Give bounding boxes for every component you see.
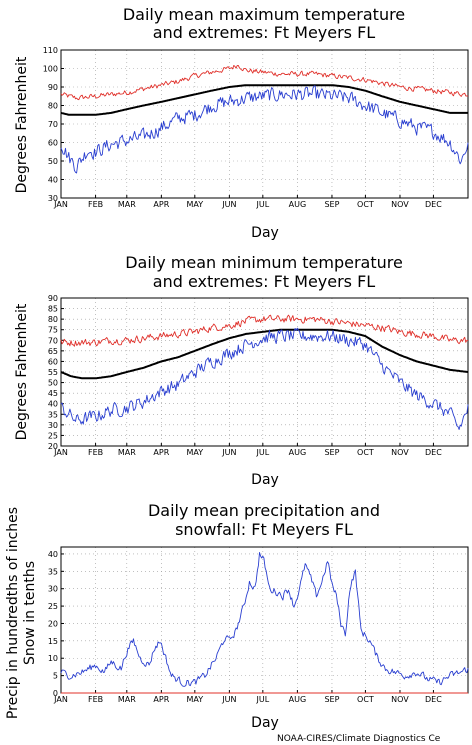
y-tick-label: 80 (48, 102, 58, 111)
y-tick-label: 65 (48, 347, 58, 356)
x-tick-label: DEC (425, 200, 442, 209)
y-tick-label: 25 (48, 602, 58, 611)
x-tick-label: JAN (53, 448, 68, 457)
plot-frame (60, 546, 469, 694)
x-tick-label: NOV (391, 695, 409, 704)
x-tick-label: JUN (221, 200, 236, 209)
x-tick-label: OCT (357, 448, 374, 457)
x-tick-label: JAN (53, 695, 68, 704)
y-tick-label: 35 (48, 567, 58, 576)
x-tick-label: SEP (324, 448, 339, 457)
y-tick-label: 20 (48, 442, 58, 451)
series-upper-line (60, 314, 469, 347)
x-tick-label: APR (153, 200, 169, 209)
x-tick-label: JUL (255, 200, 269, 209)
x-axis-label: Day (251, 715, 279, 731)
y-tick-label: 110 (43, 46, 58, 55)
x-axis-label: Day (251, 472, 279, 488)
x-tick-label: JUL (255, 695, 269, 704)
y-tick-label: 85 (48, 305, 58, 314)
chart-title-line-2: and extremes: Ft Meyers FL (153, 272, 376, 291)
min-temperature-chart: Daily mean minimum temperature and extre… (14, 253, 469, 488)
y-axis-label-line-2: Snow in tenths (22, 561, 38, 665)
x-tick-label: SEP (324, 200, 339, 209)
x-tick-label: JUN (221, 448, 236, 457)
y-tick-label: 40 (48, 176, 58, 185)
y-axis-label: Degrees Fahrenheit (14, 56, 30, 193)
x-tick-label: MAY (186, 448, 203, 457)
x-tick-label: MAR (118, 200, 136, 209)
x-tick-label: APR (153, 448, 169, 457)
y-tick-label: 40 (48, 550, 58, 559)
y-tick-label: 40 (48, 400, 58, 409)
x-tick-label: NOV (391, 200, 409, 209)
y-tick-label: 60 (48, 139, 58, 148)
y-tick-label: 60 (48, 357, 58, 366)
gridlines (61, 298, 468, 446)
x-tick-label: AUG (289, 695, 307, 704)
y-tick-label: 90 (48, 294, 58, 303)
y-tick-label: 35 (48, 410, 58, 419)
y-tick-label: 70 (48, 336, 58, 345)
y-tick-label: 5 (53, 672, 58, 681)
x-tick-label: NOV (391, 448, 409, 457)
y-tick-label: 30 (48, 585, 58, 594)
y-tick-label: 80 (48, 315, 58, 324)
x-axis-label: Day (251, 225, 279, 241)
x-tick-label: JAN (53, 200, 68, 209)
x-tick-label: AUG (289, 448, 307, 457)
chart-title-line-1: Daily mean maximum temperature (123, 5, 405, 24)
x-tick-label: OCT (357, 695, 374, 704)
series-lower-line (60, 327, 469, 430)
x-tick-label: FEB (88, 200, 103, 209)
credit-text: NOAA-CIRES/Climate Diagnostics Ce (277, 734, 441, 744)
chart-title-line-1: Daily mean minimum temperature (125, 253, 403, 272)
x-tick-label: JUN (221, 695, 236, 704)
series-lower-line (60, 85, 469, 174)
y-tick-label: 0 (53, 689, 58, 698)
y-tick-label: 55 (48, 368, 58, 377)
y-tick-label: 45 (48, 389, 58, 398)
y-tick-label: 100 (43, 65, 58, 74)
chart-title-line-2: and extremes: Ft Meyers FL (153, 23, 376, 42)
x-tick-label: AUG (289, 200, 307, 209)
y-tick-label: 30 (48, 421, 58, 430)
x-tick-label: MAY (186, 200, 203, 209)
x-tick-label: DEC (425, 695, 442, 704)
x-tick-label: JUL (255, 448, 269, 457)
chart-title-line-1: Daily mean precipitation and (148, 501, 380, 520)
y-tick-label: 25 (48, 431, 58, 440)
x-tick-label: DEC (425, 448, 442, 457)
y-tick-label: 75 (48, 326, 58, 335)
x-tick-label: OCT (357, 200, 374, 209)
max-temperature-chart: Daily mean maximum temperature and extre… (14, 5, 469, 241)
y-tick-label: 50 (48, 157, 58, 166)
x-tick-label: SEP (324, 695, 339, 704)
y-tick-label: 20 (48, 619, 58, 628)
precipitation-chart: Daily mean precipitation and snowfall: F… (5, 501, 469, 731)
gridlines (61, 547, 468, 693)
x-tick-label: MAR (118, 695, 136, 704)
x-tick-label: FEB (88, 695, 103, 704)
y-tick-label: 70 (48, 120, 58, 129)
series-upper-line (60, 64, 469, 101)
chart-title-line-2: snowfall: Ft Meyers FL (175, 520, 353, 539)
x-tick-label: FEB (88, 448, 103, 457)
series-precipitation-line (60, 552, 469, 687)
y-tick-label: 90 (48, 83, 58, 92)
x-tick-label: APR (153, 695, 169, 704)
series-mean-line (60, 84, 468, 116)
y-axis-label-line-1: Precip in hundredths of inches (5, 507, 21, 719)
y-tick-label: 50 (48, 379, 58, 388)
series-mean-line (60, 328, 469, 380)
y-axis-label: Degrees Fahrenheit (14, 303, 30, 440)
y-tick-label: 15 (48, 637, 58, 646)
y-tick-label: 10 (48, 654, 58, 663)
x-tick-label: MAR (118, 448, 136, 457)
x-tick-label: MAY (186, 695, 203, 704)
y-tick-label: 30 (48, 194, 58, 203)
